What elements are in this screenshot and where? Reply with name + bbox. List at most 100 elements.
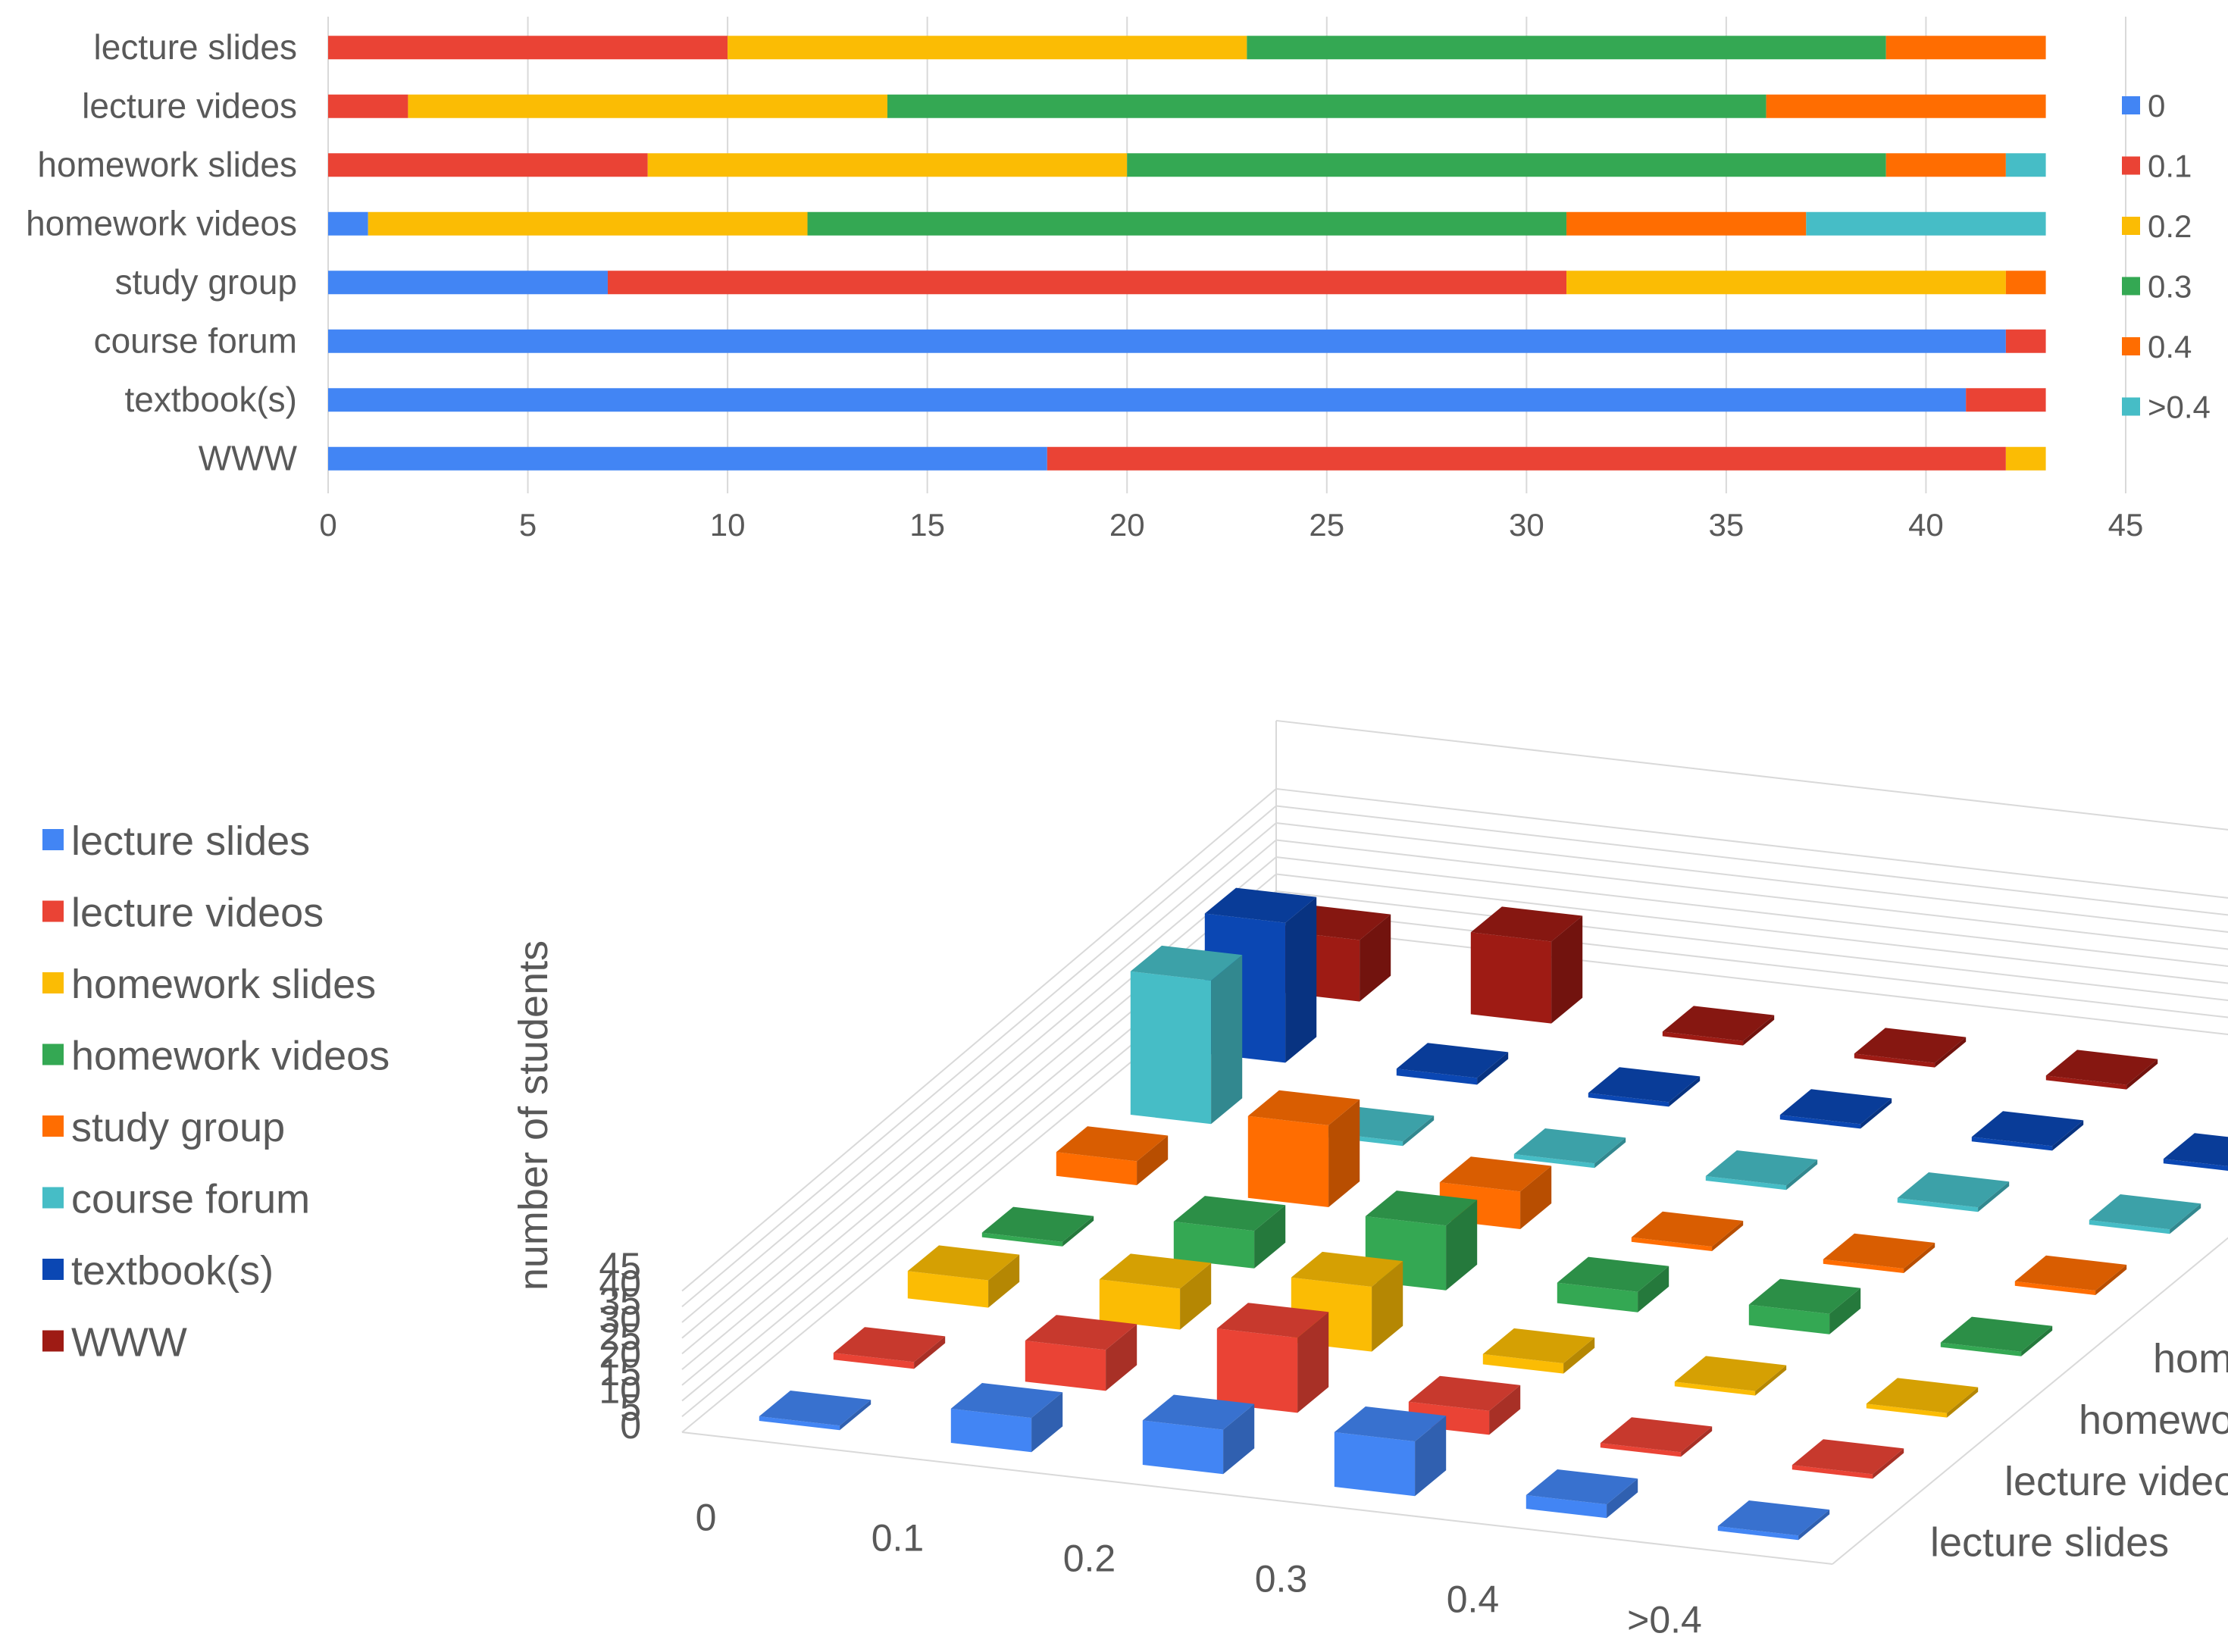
bar3d-www-0-4-top [2045,1050,2158,1085]
bar3d-homework-videos-0-1-front [1173,1222,1255,1269]
bar3d-homework-slides-0-side [988,1254,1020,1308]
x-category-label: 0.1 [871,1517,925,1560]
bar3d-textbook-s-0-4-top [2163,1133,2228,1166]
bar3d-lecture-slides-0-2-front [1142,1420,1224,1475]
bar3d-course-forum-0-4-front [1897,1198,1979,1212]
z-tick-label: 25 [599,1316,641,1358]
bar3d-study-group-0-1-front [1247,1115,1329,1207]
bar3d-lecture-videos-0-2-front [1216,1328,1298,1413]
bar3d-course-forum-0-3-side [1786,1159,1818,1191]
bar-segment-homework-slides-0-1 [328,153,648,177]
side-wall-gridline [681,822,1277,1323]
bar3d-lecture-slides-0-2-top [1142,1394,1255,1430]
bar3d-lecture-slides-0-4 [1717,1500,1830,1541]
bar3d-lecture-videos-0-3-top [1408,1375,1521,1411]
bar3d-lecture-videos-0-4-side [1681,1426,1713,1457]
legend-swatch [42,1187,64,1209]
bar3d-lecture-videos-0 [833,1327,946,1369]
bar3d-textbook-s-0-1 [1396,1043,1509,1085]
side-wall-gridline [681,839,1277,1339]
category-label: homework videos [26,203,297,242]
stacked-bar-chart: 0 5 10 15 20 25 30 35 40 45 lecture slides lecture … [26,17,2211,543]
bar3d-homework-videos-0-4-side [1829,1287,1861,1334]
back-wall-gridline [1275,925,2228,1036]
bar3d-lecture-videos-0-1-top [1025,1315,1137,1350]
bar3d-lecture-videos-0-top [833,1327,946,1363]
bar3d-course-forum-0-front [1130,971,1212,1125]
bar3d-lecture-videos-0-3-side [1489,1384,1521,1435]
bar3d-homework-videos-0-2-side [1446,1200,1478,1291]
category-label: textbook(s) [124,380,297,419]
bar3d-study-group-0-4-top [2014,1255,2127,1291]
bar-segment-textbook-s-0-1 [1966,388,2046,412]
legend-label: lecture videos [71,890,324,936]
bar3d-homework-videos-0-3-top [1557,1256,1669,1292]
bar3d-study-group-0-4 [2014,1255,2127,1295]
bar-segment-study-group-0 [328,271,608,295]
bar3d-lecture-videos-0-4-side [1873,1448,1904,1479]
bar3d-textbook-s-0-3 [1779,1089,1892,1129]
x-category-label: 0.3 [1255,1558,1308,1600]
z-tick-label: 20 [599,1334,641,1376]
x-tick-label: 0 [319,507,336,543]
bar3d-lecture-slides-0-front [759,1416,840,1431]
bar3d-homework-slides-0-4-front [1674,1381,1756,1396]
bar3d-homework-slides-0-top [907,1245,1020,1281]
legend-label: 0.2 [2148,208,2192,244]
bar3d-textbook-s-0-2-front [1588,1093,1669,1107]
bar3d-www-0-4-front [2045,1075,2127,1090]
x-tick-label: 25 [1309,507,1344,543]
legend-swatch [42,1043,64,1065]
bar3d-homework-videos-0-4 [1940,1316,2053,1356]
bar3d-lecture-slides-0-3-front [1334,1431,1416,1497]
bar3d-lecture-slides-0-3-top [1334,1406,1447,1442]
bar3d-homework-slides-0-1-side [1180,1262,1212,1330]
back-wall-gridline [1275,856,2228,967]
bar3d-lecture-slides-0-4-top [1717,1500,1830,1536]
side-wall-gridline [681,788,1277,1292]
bar3d-homework-slides-0-3-top [1482,1328,1595,1363]
bar3d-homework-videos-0-top [981,1206,1094,1242]
bar3d-lecture-slides-0-2-side [1223,1403,1255,1475]
z-tick-label: 15 [599,1351,641,1394]
bar-segment-lecture-slides-0-3 [1247,36,1886,60]
bar3d-study-group-0-4-side [2095,1265,2127,1295]
bar3d-lecture-videos-0-4-top [1791,1439,1904,1475]
bar3d-www-0-2-top [1662,1006,1775,1041]
bar3d-homework-slides-0-4-side [1947,1387,1979,1418]
bar-segment-www-0-1 [1047,446,2006,471]
legend-label: homework videos [71,1034,390,1079]
x-tick-label: 15 [909,507,945,543]
bar3d-study-group-0-2-side [1520,1165,1552,1229]
bar-segment-lecture-videos-0-4 [1766,94,2046,118]
bar3d-homework-videos-0-3-side [1638,1266,1669,1313]
bar3d-course-forum-0-4 [2089,1194,2201,1234]
bar3d-study-group-0 [1056,1126,1169,1185]
bar-segment-homework-slides-0-2 [647,153,1128,177]
bar-segment-homework-slides-0-3 [1127,153,1886,177]
legend-swatch [2122,156,2140,175]
bar3d-textbook-s-0-1-top [1396,1043,1509,1078]
back-wall-gridline [1275,787,2228,899]
back-wall-gridline [1275,821,2228,933]
bar-segment-lecture-slides-0-4 [1885,36,2046,60]
back-wall-gridline [1275,873,2228,984]
bar3d-homework-slides-0-1 [1099,1253,1212,1330]
x-tick-label: 35 [1709,507,1745,543]
category-label: homework slides [37,145,297,184]
bar3d-homework-videos-0-3-front [1557,1282,1638,1313]
bar3d-lecture-slides-0-1-side [1031,1392,1063,1453]
bar3d-course-forum-0-top [1130,945,1243,981]
bar3d-lecture-videos-0-1-side [1106,1324,1137,1391]
z-tick-label: 5 [620,1387,641,1429]
bar3d-study-group-0-front [1056,1152,1137,1185]
bar3d-lecture-slides-0-3-side [1415,1416,1447,1497]
bar3d-lecture-slides-0-top [759,1391,871,1426]
bar3d-homework-videos-0-2-top [1365,1191,1478,1226]
bar3d-homework-slides-0-2-top [1291,1251,1403,1287]
bar3d-homework-videos-0-4-front [1940,1342,2022,1356]
bar3d-study-group-0-4-side [1904,1243,1935,1273]
legend-swatch [42,1330,64,1352]
bar-segment-www-0-2 [2005,446,2046,471]
side-wall-gridline [681,805,1277,1308]
